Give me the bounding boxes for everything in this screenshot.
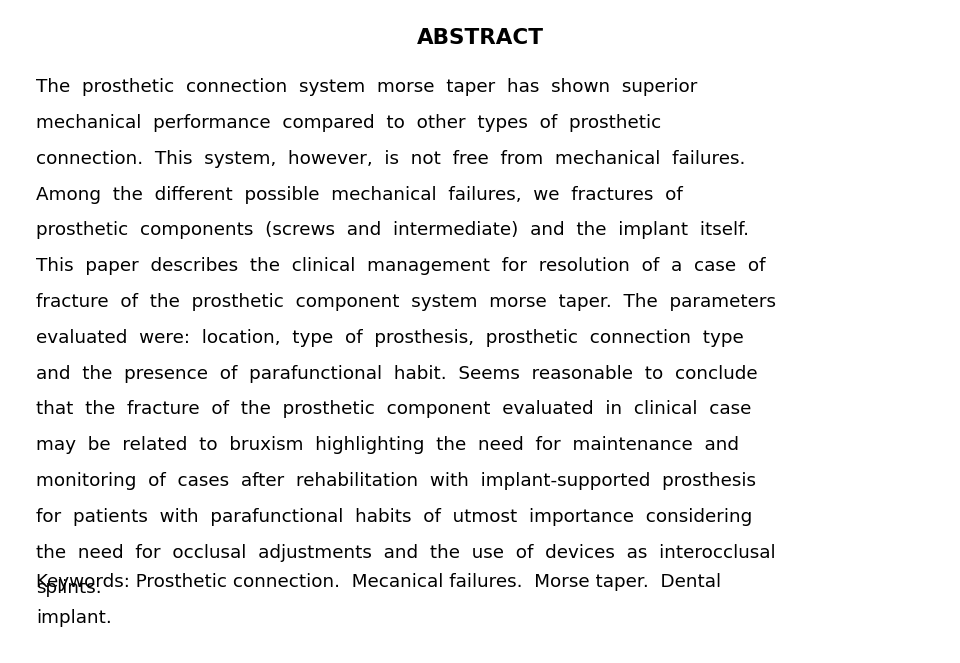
Text: mechanical  performance  compared  to  other  types  of  prosthetic: mechanical performance compared to other… — [36, 114, 661, 132]
Text: prosthetic  components  (screws  and  intermediate)  and  the  implant  itself.: prosthetic components (screws and interm… — [36, 221, 750, 239]
Text: may  be  related  to  bruxism  highlighting  the  need  for  maintenance  and: may be related to bruxism highlighting t… — [36, 436, 739, 454]
Text: the  need  for  occlusal  adjustments  and  the  use  of  devices  as  interoccl: the need for occlusal adjustments and th… — [36, 544, 776, 562]
Text: evaluated  were:  location,  type  of  prosthesis,  prosthetic  connection  type: evaluated were: location, type of prosth… — [36, 329, 744, 347]
Text: This  paper  describes  the  clinical  management  for  resolution  of  a  case : This paper describes the clinical manage… — [36, 257, 766, 275]
Text: Keywords: Prosthetic connection.  Mecanical failures.  Morse taper.  Dental: Keywords: Prosthetic connection. Mecanic… — [36, 573, 722, 591]
Text: that  the  fracture  of  the  prosthetic  component  evaluated  in  clinical  ca: that the fracture of the prosthetic comp… — [36, 400, 752, 418]
Text: monitoring  of  cases  after  rehabilitation  with  implant-supported  prosthesi: monitoring of cases after rehabilitation… — [36, 472, 756, 490]
Text: The  prosthetic  connection  system  morse  taper  has  shown  superior: The prosthetic connection system morse t… — [36, 78, 698, 96]
Text: ABSTRACT: ABSTRACT — [417, 28, 543, 48]
Text: implant.: implant. — [36, 609, 112, 627]
Text: splints.: splints. — [36, 579, 102, 597]
Text: Among  the  different  possible  mechanical  failures,  we  fractures  of: Among the different possible mechanical … — [36, 186, 684, 204]
Text: fracture  of  the  prosthetic  component  system  morse  taper.  The  parameters: fracture of the prosthetic component sys… — [36, 293, 777, 311]
Text: and  the  presence  of  parafunctional  habit.  Seems  reasonable  to  conclude: and the presence of parafunctional habit… — [36, 365, 758, 383]
Text: for  patients  with  parafunctional  habits  of  utmost  importance  considering: for patients with parafunctional habits … — [36, 508, 753, 526]
Text: connection.  This  system,  however,  is  not  free  from  mechanical  failures.: connection. This system, however, is not… — [36, 150, 746, 168]
